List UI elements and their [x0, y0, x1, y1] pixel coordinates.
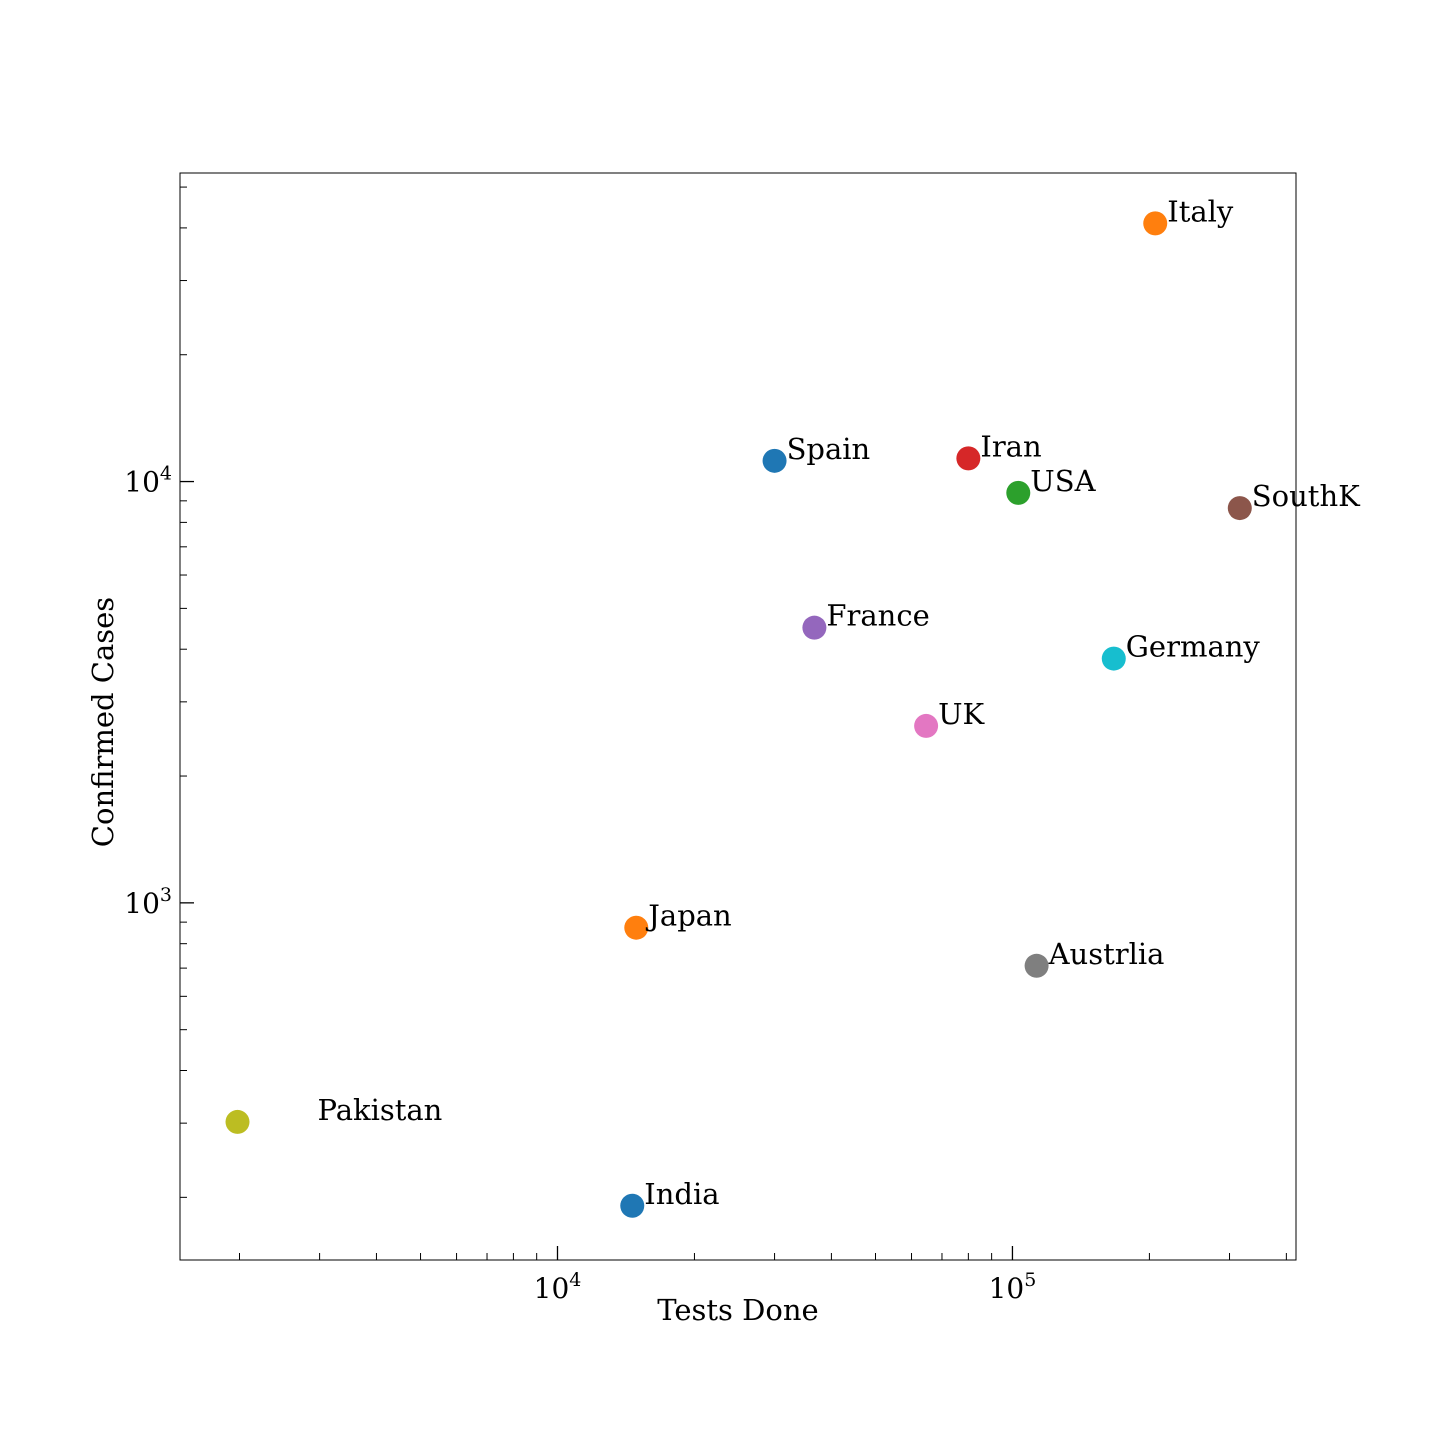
point-label-spain: Spain [787, 432, 871, 466]
point-india [620, 1193, 645, 1218]
point-label-france: France [826, 599, 929, 633]
point-iran [956, 446, 981, 471]
point-austrlia [1024, 953, 1049, 978]
x-axis-label: Tests Done [657, 1293, 818, 1327]
point-pakistan [225, 1109, 250, 1134]
point-southk [1227, 496, 1252, 521]
y-tick-label: 103 [124, 884, 172, 920]
point-label-uk: UK [938, 697, 985, 731]
x-axis-ticks: 104 105 [238, 1246, 1287, 1305]
point-label-iran: Iran [980, 429, 1041, 463]
point-label-austrlia: Austrlia [1048, 937, 1165, 971]
point-germany [1101, 646, 1126, 671]
point-usa [1006, 480, 1031, 505]
point-japan [624, 915, 649, 940]
point-italy [1143, 211, 1168, 236]
x-tick-label: 104 [534, 1269, 582, 1305]
y-tick-label: 104 [124, 463, 172, 499]
y-axis-ticks: 103 104 [124, 186, 194, 1198]
point-uk [914, 713, 939, 738]
point-label-india: India [644, 1177, 719, 1211]
x-tick-label: 105 [989, 1269, 1037, 1305]
y-axis-label: Confirmed Cases [86, 597, 120, 847]
point-label-italy: Italy [1167, 194, 1234, 228]
plot-frame [179, 172, 1297, 1261]
point-label-usa: USA [1030, 464, 1096, 498]
point-label-southk: SouthK [1252, 479, 1361, 513]
point-spain [762, 448, 787, 473]
point-france [802, 615, 827, 640]
point-label-germany: Germany [1126, 630, 1261, 664]
point-label-japan: Japan [645, 899, 731, 933]
point-label-pakistan: Pakistan [318, 1093, 443, 1127]
